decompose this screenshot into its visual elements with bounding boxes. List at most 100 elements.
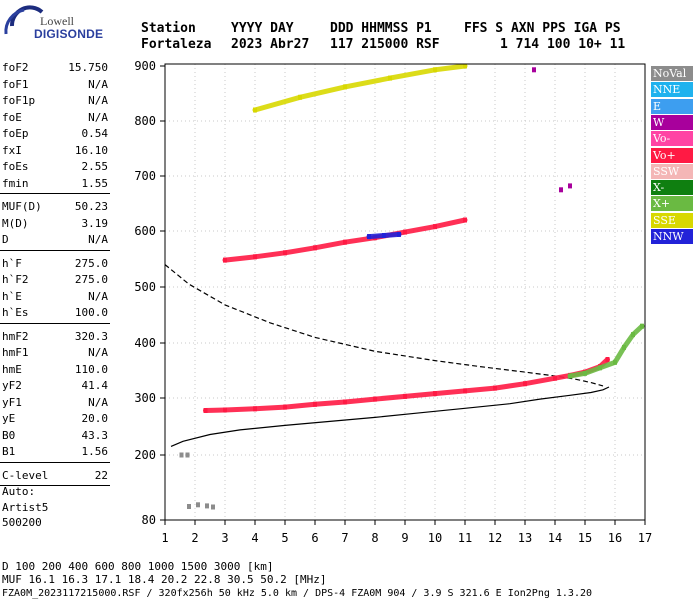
echo-point xyxy=(433,67,437,73)
echo-point xyxy=(403,393,407,399)
param-value: 22 xyxy=(94,468,108,482)
param-row: B0 43.3 xyxy=(2,428,108,444)
echo-point xyxy=(382,233,386,238)
param-label: h`F2 xyxy=(2,273,29,286)
y-tick-label: 400 xyxy=(134,336,156,350)
auto-artist-label: Artist5 xyxy=(2,501,49,514)
param-label: hmE xyxy=(2,362,22,376)
echo-trace-line xyxy=(252,63,468,113)
echo-point xyxy=(373,396,377,402)
y-tick-label: 80 xyxy=(142,513,156,527)
legend-item: Vo+ xyxy=(651,147,693,163)
param-value: N/A xyxy=(88,94,108,107)
legend-item: E xyxy=(651,98,693,114)
param-value: 43.3 xyxy=(81,428,109,442)
echo-point xyxy=(223,257,227,263)
param-label: fmin xyxy=(2,176,29,190)
echo-point xyxy=(223,407,227,413)
param-value: 20.0 xyxy=(81,412,109,425)
extrapolated-profile-line xyxy=(164,264,604,387)
echo-point xyxy=(559,187,563,193)
param-value: 15.750 xyxy=(68,61,108,74)
param-value: 1.55 xyxy=(81,176,109,190)
y-tick-label: 500 xyxy=(134,280,156,294)
param-row: foF1p N/A xyxy=(2,93,108,109)
chart-grid xyxy=(165,64,645,520)
header-station-label: Station xyxy=(141,21,196,36)
x-tick-label: 4 xyxy=(251,531,258,545)
param-value: 16.10 xyxy=(74,143,108,157)
x-tick-label: 10 xyxy=(428,531,442,545)
param-label: yF2 xyxy=(2,379,22,392)
echo-point xyxy=(403,229,407,235)
param-label: MUF(D) xyxy=(2,200,42,213)
param-row: hmF1 N/A xyxy=(2,345,108,361)
param-label: foF2 xyxy=(2,61,29,74)
auto-label: Auto: xyxy=(2,485,36,498)
param-label: hmF2 xyxy=(2,329,29,343)
header-settings-label: FFS S AXN PPS IGA PS xyxy=(464,21,621,36)
echo-point xyxy=(187,504,191,509)
param-label: M(D) xyxy=(2,216,29,230)
footer-distance-row: D 100 200 400 600 800 1000 1500 3000 [km… xyxy=(2,560,274,573)
legend-item: NoVal xyxy=(651,66,693,81)
legend-item: Vo- xyxy=(651,131,693,147)
param-value: N/A xyxy=(88,395,108,409)
param-value: 41.4 xyxy=(81,379,109,392)
legend-item: SSE xyxy=(651,212,693,228)
echo-point xyxy=(532,67,536,73)
param-separator xyxy=(0,485,110,486)
param-label: foF1p xyxy=(2,94,36,107)
param-value: 275.0 xyxy=(74,256,108,270)
logo-line1: Lowell xyxy=(40,14,74,28)
y-tick-label: 900 xyxy=(134,59,156,73)
x-tick-label: 8 xyxy=(371,531,378,545)
ionogram-chart: 1 2 3 4 5 6 7 8 9 10 11 12 13 14 15 16 17 80200300400500… xyxy=(134,59,652,545)
param-row: h`F 275.0 xyxy=(2,256,108,272)
param-row: h`Es 100.0 xyxy=(2,305,108,321)
true-height-profile-line xyxy=(170,386,610,447)
echo-point xyxy=(283,404,287,410)
x-tick-label: 7 xyxy=(341,531,348,545)
echo-point xyxy=(640,323,644,329)
legend-item: W xyxy=(651,114,693,130)
echo-point xyxy=(631,332,635,338)
header-date-label: YYYY DAY xyxy=(231,21,294,36)
param-label: yE xyxy=(2,412,16,425)
param-label: foEp xyxy=(2,127,29,140)
x-tick-label: 12 xyxy=(488,531,502,545)
param-row: yF2 41.4 xyxy=(2,378,108,394)
param-value: 110.0 xyxy=(74,362,108,376)
legend-item: X+ xyxy=(651,196,693,212)
param-label: B1 xyxy=(2,445,16,458)
y-tick-label: 300 xyxy=(134,391,156,405)
legend-item: NNW xyxy=(651,229,693,244)
param-separator xyxy=(0,461,110,463)
echo-point xyxy=(463,63,467,69)
echo-point xyxy=(583,370,587,376)
param-row: hmF2 320.3 xyxy=(2,329,108,345)
echo-point xyxy=(605,357,610,362)
digisonde-logo-icon xyxy=(4,5,44,35)
echo-point xyxy=(463,388,467,394)
param-label: C-level xyxy=(2,468,49,482)
param-row: foEp 0.54 xyxy=(2,126,108,142)
plot-frame xyxy=(164,63,646,521)
param-label: foE xyxy=(2,110,22,124)
echo-point xyxy=(196,502,200,508)
param-row: h`F2 275.0 xyxy=(2,272,108,288)
echo-point xyxy=(253,254,257,260)
echo-point xyxy=(433,391,437,397)
echo-traces xyxy=(179,63,645,510)
x-axis-ticks: 1 2 3 4 5 6 7 8 9 10 11 12 13 14 15 16 17 xyxy=(161,520,652,545)
param-row: MUF(D) 50.23 xyxy=(2,199,108,215)
param-label: h`E xyxy=(2,289,22,303)
param-row: h`E N/A xyxy=(2,289,108,305)
param-value: 0.54 xyxy=(81,127,109,140)
logo-line2: DIGISONDE xyxy=(34,27,104,41)
x-tick-label: 11 xyxy=(458,531,472,545)
echo-point xyxy=(253,406,257,412)
param-label: h`Es xyxy=(2,306,29,319)
param-value: N/A xyxy=(88,77,108,91)
param-row: yF1 N/A xyxy=(2,395,108,411)
